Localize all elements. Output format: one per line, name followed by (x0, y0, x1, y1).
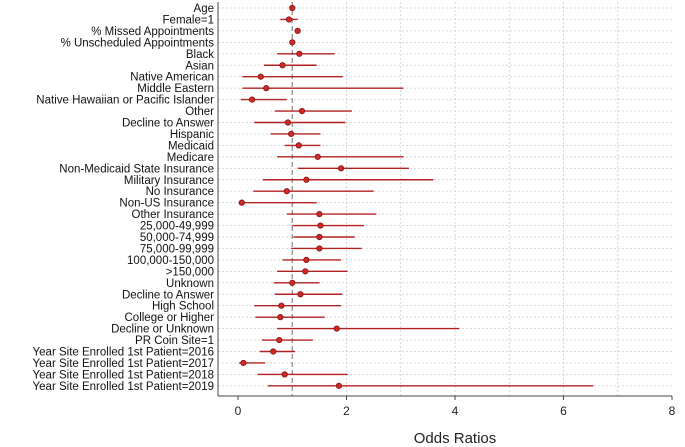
row-label: Female=1 (163, 14, 214, 26)
or-marker (316, 211, 323, 218)
or-marker (303, 256, 310, 263)
row-label: Year Site Enrolled 1st Patient=2019 (33, 381, 214, 393)
row-label: PR Coin Site=1 (135, 335, 214, 347)
row-label: % Missed Appointments (91, 26, 214, 38)
row-label: Native American (130, 72, 214, 84)
or-marker (289, 39, 296, 46)
or-marker (249, 96, 256, 103)
or-marker (298, 107, 306, 115)
gridlines (218, 2, 672, 396)
x-axis-title: Odds Ratios (414, 430, 497, 447)
row-label: >150,000 (166, 266, 214, 278)
or-marker (238, 199, 245, 206)
row-label: High School (152, 301, 214, 313)
row-label: 25,000-49,999 (140, 221, 214, 233)
row-label: Year Site Enrolled 1st Patient=2016 (33, 347, 214, 359)
or-marker (270, 348, 277, 355)
or-marker (276, 336, 283, 344)
or-marker (240, 359, 247, 367)
or-marker (333, 325, 340, 332)
row-label: Other (185, 106, 214, 118)
or-marker (257, 73, 264, 80)
row-label: College or Higher (125, 312, 215, 324)
axes (217, 2, 672, 397)
or-marker (314, 153, 321, 160)
or-marker (302, 268, 309, 275)
or-marker (263, 85, 270, 92)
or-marker (278, 302, 285, 309)
row-label: % Unscheduled Appointments (61, 37, 215, 49)
row-label: Decline or Unknown (111, 324, 214, 336)
or-marker (294, 27, 301, 34)
or-marker (283, 188, 290, 195)
row-label: Unknown (166, 278, 214, 290)
row-label: Hispanic (170, 129, 214, 141)
or-marker (296, 50, 303, 57)
or-marker (317, 222, 324, 229)
or-marker (316, 245, 323, 252)
row-label: Medicaid (168, 140, 214, 152)
or-marker (335, 382, 343, 389)
x-tick-label: 8 (669, 404, 676, 418)
row-label: 50,000-74,999 (140, 232, 214, 244)
x-tick-label: 4 (452, 404, 459, 418)
or-marker (303, 176, 310, 183)
row-label: Non-US Insurance (119, 198, 214, 210)
x-tick-label: 2 (343, 404, 350, 418)
or-marker (289, 4, 296, 12)
or-marker (297, 291, 304, 298)
row-label: 100,000-150,000 (127, 255, 214, 267)
row-label: Middle Eastern (137, 83, 214, 95)
or-marker (289, 279, 296, 286)
or-marker (285, 16, 293, 23)
x-axis-ticks: 0 2 4 6 8 (235, 396, 676, 418)
x-tick-label: 6 (560, 404, 567, 418)
row-label: Decline to Answer (122, 118, 214, 130)
x-tick-label: 0 (235, 404, 242, 418)
or-marker (337, 165, 345, 172)
row-label: Decline to Answer (122, 289, 214, 301)
row-label: Age (194, 3, 214, 15)
row-label: Year Site Enrolled 1st Patient=2017 (33, 358, 214, 370)
row-label: Asian (185, 60, 214, 72)
row-label: Black (186, 49, 214, 61)
or-marker (281, 371, 288, 378)
or-marker (277, 314, 284, 321)
row-label: Medicare (167, 152, 214, 164)
row-label: 75,000-99,999 (140, 243, 214, 255)
or-marker (316, 233, 323, 241)
row-label: No Insurance (146, 186, 214, 198)
row-label: Year Site Enrolled 1st Patient=2018 (33, 369, 214, 381)
or-marker (284, 119, 292, 126)
row-label: Other Insurance (132, 209, 214, 221)
row-label: Military Insurance (124, 175, 214, 187)
row-label: Non-Medicaid State Insurance (59, 163, 214, 175)
or-marker (288, 130, 295, 138)
row-label: Native Hawaiian or Pacific Islander (36, 95, 214, 107)
or-marker (279, 62, 286, 69)
or-marker (295, 142, 302, 149)
